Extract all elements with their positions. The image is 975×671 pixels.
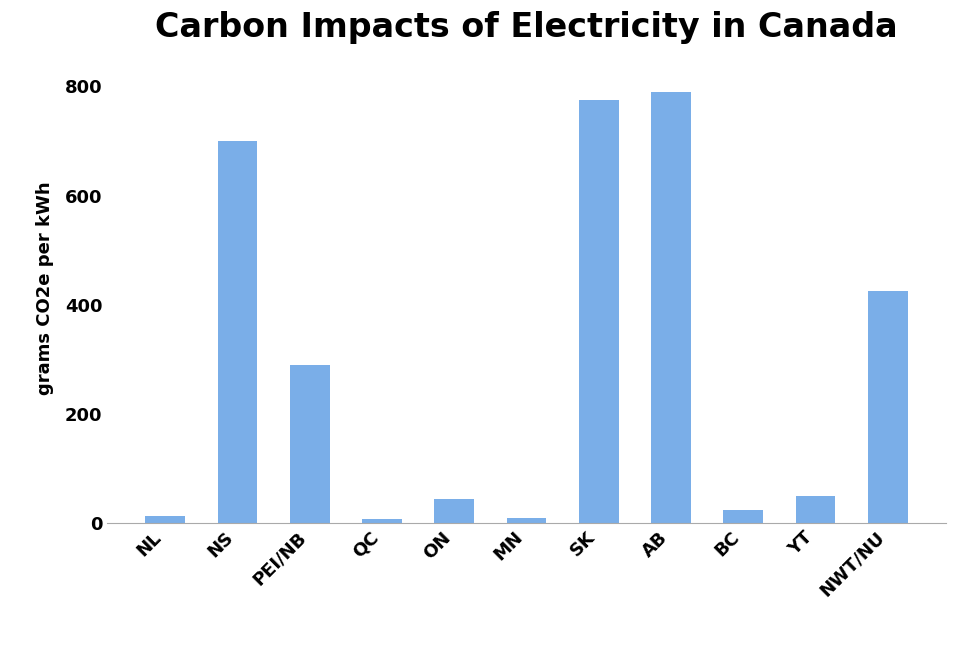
Bar: [290, 365, 330, 523]
Bar: [796, 496, 836, 523]
Bar: [507, 518, 546, 523]
Bar: [145, 516, 185, 523]
Bar: [579, 100, 618, 523]
Bar: [435, 499, 474, 523]
Bar: [217, 141, 257, 523]
Bar: [723, 510, 763, 523]
Title: Carbon Impacts of Electricity in Canada: Carbon Impacts of Electricity in Canada: [155, 11, 898, 44]
Y-axis label: grams CO2e per kWh: grams CO2e per kWh: [36, 182, 54, 395]
Bar: [362, 519, 402, 523]
Bar: [868, 291, 908, 523]
Bar: [651, 92, 691, 523]
